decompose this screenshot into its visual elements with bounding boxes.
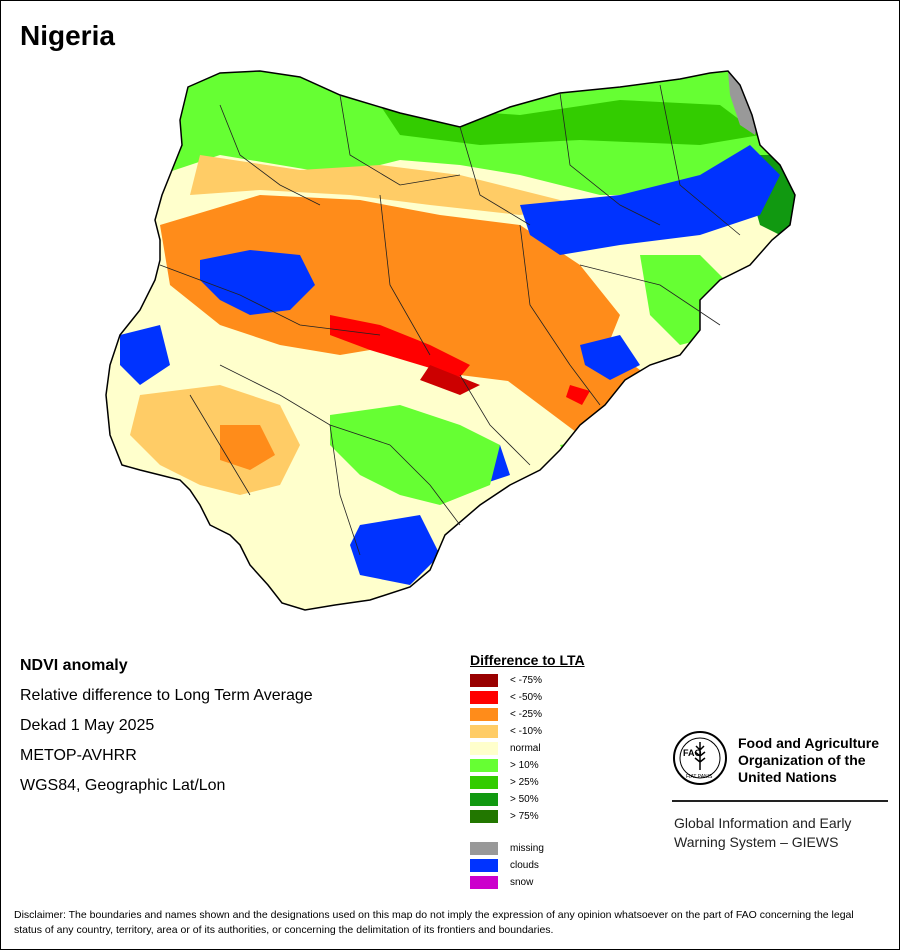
legend-swatch bbox=[470, 708, 498, 721]
legend-swatch bbox=[470, 810, 498, 823]
legend-label: > 50% bbox=[510, 794, 539, 805]
legend-items: < -75% < -50% < -25% < -10% normal > 10% > 25%… bbox=[470, 672, 585, 825]
legend-entry: < -10% bbox=[470, 723, 585, 740]
legend: Difference to LTA < -75% < -50% < -25% < -1… bbox=[470, 652, 585, 891]
legend-entry: missing bbox=[470, 840, 585, 857]
legend-swatch bbox=[470, 876, 498, 889]
sensor-name: METOP-AVHRR bbox=[20, 747, 137, 764]
logo-letters: FAO bbox=[683, 748, 702, 758]
legend-entry: > 50% bbox=[470, 791, 585, 808]
legend-label: < -25% bbox=[510, 709, 542, 720]
legend-swatch bbox=[470, 859, 498, 872]
projection-info: WGS84, Geographic Lat/Lon bbox=[20, 777, 226, 794]
map-info: NDVI anomaly Relative difference to Long… bbox=[20, 656, 313, 806]
legend-swatch bbox=[470, 674, 498, 687]
legend-entry: < -25% bbox=[470, 706, 585, 723]
legend-entry: > 75% bbox=[470, 808, 585, 825]
disclaimer: Disclaimer: The boundaries and names sho… bbox=[14, 909, 854, 936]
legend-entry: normal bbox=[470, 740, 585, 757]
legend-entry: clouds bbox=[470, 857, 585, 874]
product-name: NDVI anomaly bbox=[20, 657, 128, 674]
legend-swatch bbox=[470, 776, 498, 789]
legend-label: clouds bbox=[510, 860, 539, 871]
divider bbox=[672, 800, 888, 802]
legend-swatch bbox=[470, 759, 498, 772]
legend-entry: snow bbox=[470, 874, 585, 891]
organization-name: Food and Agriculture Organization of the… bbox=[738, 735, 880, 785]
logo-motto: FIAT PANIS bbox=[686, 774, 713, 780]
legend-entry: < -75% bbox=[470, 672, 585, 689]
legend-label: > 25% bbox=[510, 777, 539, 788]
legend-entry: > 10% bbox=[470, 757, 585, 774]
legend-label: < -75% bbox=[510, 675, 542, 686]
legend-swatch bbox=[470, 742, 498, 755]
legend-label: snow bbox=[510, 877, 534, 888]
legend-extra-items: missing clouds snow bbox=[470, 840, 585, 891]
legend-swatch bbox=[470, 691, 498, 704]
legend-label: < -10% bbox=[510, 726, 542, 737]
legend-entry: > 25% bbox=[470, 774, 585, 791]
legend-label: > 10% bbox=[510, 760, 539, 771]
fao-logo-icon: FAO FIAT PANIS bbox=[673, 731, 727, 785]
product-description: Relative difference to Long Term Average bbox=[20, 687, 313, 704]
time-period: Dekad 1 May 2025 bbox=[20, 717, 155, 734]
map-title: Nigeria bbox=[20, 20, 115, 51]
legend-swatch bbox=[470, 842, 498, 855]
legend-label: < -50% bbox=[510, 692, 542, 703]
legend-label: normal bbox=[510, 743, 541, 754]
nigeria-map bbox=[105, 70, 796, 611]
legend-entry: < -50% bbox=[470, 689, 585, 706]
legend-label: missing bbox=[510, 843, 544, 854]
legend-title: Difference to LTA bbox=[470, 652, 585, 668]
giews-name: Global Information and Early Warning Sys… bbox=[674, 815, 852, 850]
legend-swatch bbox=[470, 793, 498, 806]
legend-label: > 75% bbox=[510, 811, 539, 822]
legend-swatch bbox=[470, 725, 498, 738]
